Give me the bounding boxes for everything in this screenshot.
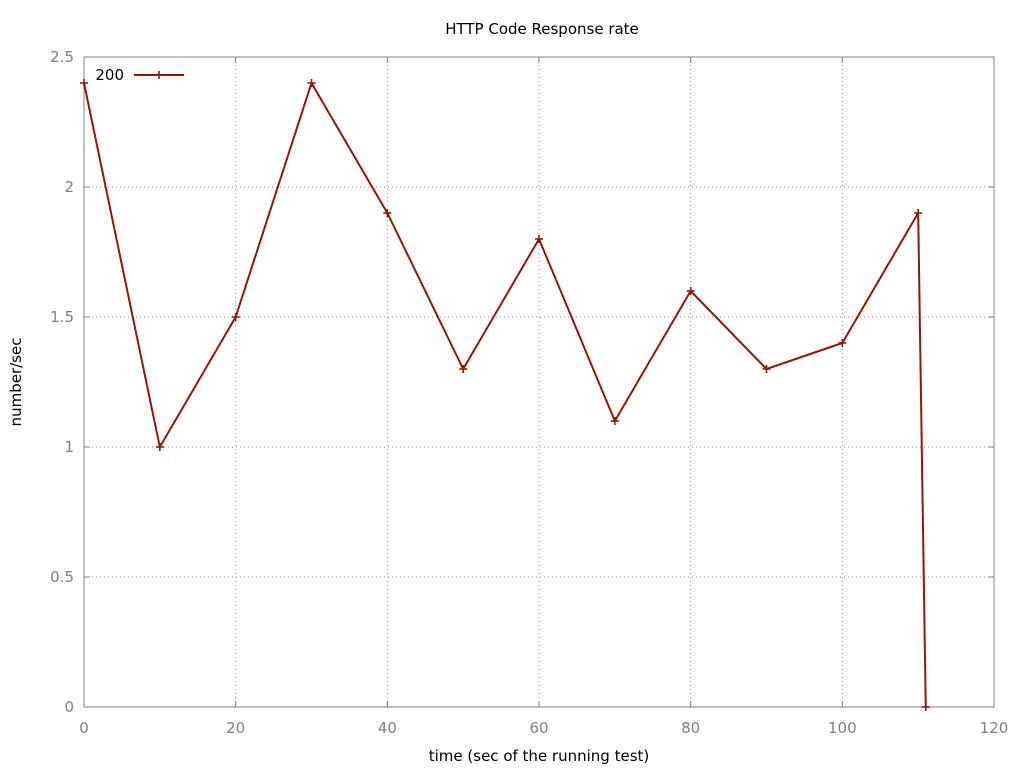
chart-title: HTTP Code Response rate bbox=[445, 20, 639, 38]
data-point-marker bbox=[610, 417, 619, 425]
x-tick-label: 40 bbox=[378, 719, 397, 737]
data-point-marker bbox=[838, 339, 847, 347]
data-point-marker bbox=[914, 209, 923, 217]
data-point-marker bbox=[307, 79, 316, 87]
y-axis-label: number/sec bbox=[7, 338, 25, 427]
data-point-marker bbox=[921, 703, 930, 711]
data-point-marker bbox=[686, 287, 695, 295]
x-axis-label: time (sec of the running test) bbox=[429, 747, 650, 765]
axis-ticks: 0 20 40 60 80 100 120 0 0.5 1 1.5 2 2.5 bbox=[50, 48, 1008, 737]
data-point-marker bbox=[535, 235, 543, 243]
data-point-marker bbox=[80, 79, 88, 87]
x-tick-label: 60 bbox=[529, 719, 548, 737]
legend-marker bbox=[155, 71, 163, 79]
data-point-marker bbox=[383, 209, 392, 217]
y-tick-label: 2.5 bbox=[50, 48, 74, 66]
data-point-marker bbox=[459, 365, 468, 373]
data-point-marker bbox=[231, 313, 240, 321]
y-tick-label: 0.5 bbox=[50, 568, 74, 586]
legend: 200 bbox=[95, 66, 184, 84]
legend-label: 200 bbox=[95, 66, 124, 84]
x-tick-label: 80 bbox=[681, 719, 700, 737]
y-tick-label: 2 bbox=[64, 178, 74, 196]
grid bbox=[84, 57, 994, 707]
y-tick-label: 1.5 bbox=[50, 308, 74, 326]
series-layer bbox=[80, 79, 930, 711]
y-tick-label: 0 bbox=[64, 698, 74, 716]
x-tick-label: 120 bbox=[980, 719, 1009, 737]
series-line bbox=[83, 82, 927, 708]
x-tick-label: 20 bbox=[226, 719, 245, 737]
x-tick-label: 0 bbox=[79, 719, 89, 737]
data-point-marker bbox=[155, 443, 164, 451]
y-tick-label: 1 bbox=[64, 438, 74, 456]
x-tick-label: 100 bbox=[828, 719, 857, 737]
data-point-marker bbox=[762, 365, 771, 373]
